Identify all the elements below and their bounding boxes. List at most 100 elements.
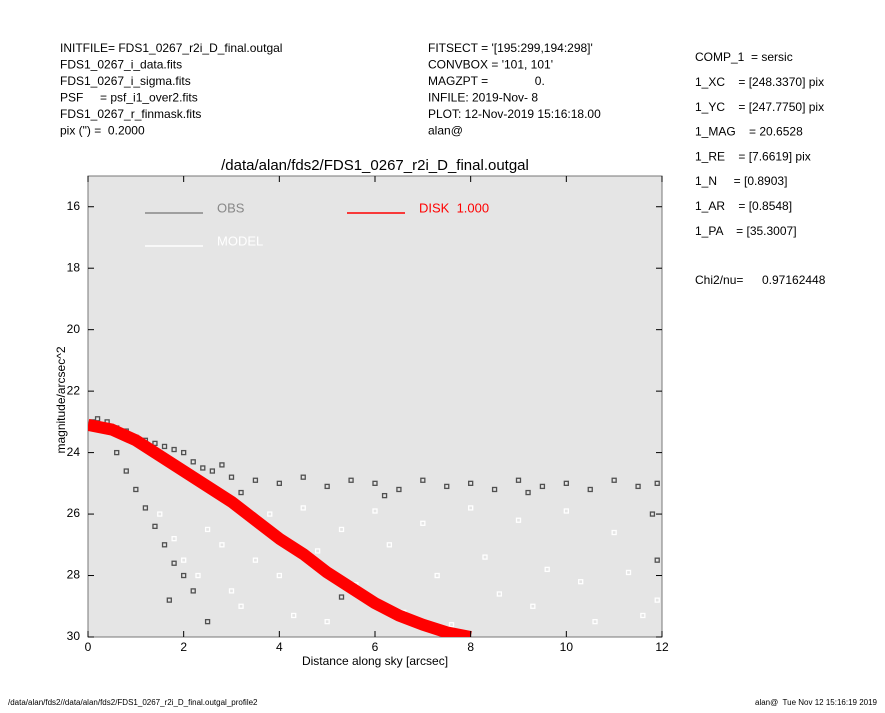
x-axis-label: Distance along sky [arcsec] bbox=[302, 654, 448, 668]
y-tick-label: 16 bbox=[67, 199, 81, 213]
plot-marks bbox=[88, 416, 660, 637]
data-point bbox=[444, 483, 450, 490]
y-tick-label: 24 bbox=[67, 445, 81, 459]
y-tick-label: 18 bbox=[67, 260, 81, 274]
fit-parameter: 1_YC = [247.7750] pix bbox=[695, 100, 824, 114]
data-point bbox=[515, 477, 522, 483]
chi2-label: Chi2/nu= bbox=[695, 273, 743, 287]
data-point bbox=[338, 526, 345, 533]
x-tick-label: 2 bbox=[180, 640, 187, 654]
data-point bbox=[161, 542, 168, 548]
chart-title: /data/alan/fds2/FDS1_0267_r2i_D_final.ou… bbox=[221, 157, 529, 174]
fit-parameter: 1_XC = [248.3370] pix bbox=[695, 75, 824, 89]
data-point bbox=[252, 557, 259, 563]
data-point bbox=[291, 612, 297, 619]
data-point bbox=[448, 622, 455, 628]
fit-parameter: 1_RE = [7.6619] pix bbox=[695, 149, 811, 163]
header-left-line: PSF = psf_i1_over2.fits bbox=[60, 91, 198, 105]
fit-parameter: 1_N = [0.8903] bbox=[695, 174, 787, 188]
data-point bbox=[181, 449, 187, 456]
fit-parameter: 1_MAG = 20.6528 bbox=[695, 125, 803, 139]
data-point bbox=[654, 597, 660, 603]
data-point bbox=[563, 480, 569, 486]
data-point bbox=[420, 520, 426, 526]
data-point bbox=[625, 569, 632, 576]
legend-label: MODEL bbox=[217, 233, 263, 248]
data-point bbox=[114, 449, 120, 456]
data-point bbox=[195, 572, 201, 579]
data-point bbox=[539, 483, 546, 490]
data-point bbox=[348, 477, 354, 483]
x-tick-label: 4 bbox=[276, 640, 283, 654]
y-tick-label: 20 bbox=[67, 322, 81, 336]
x-tick-label: 12 bbox=[655, 640, 669, 654]
data-point bbox=[204, 526, 211, 533]
data-point bbox=[190, 588, 196, 594]
data-point bbox=[654, 557, 660, 563]
data-point bbox=[381, 492, 388, 499]
data-point bbox=[228, 474, 235, 480]
data-point bbox=[157, 511, 163, 517]
data-point bbox=[123, 468, 129, 474]
x-tick-label: 10 bbox=[560, 640, 574, 654]
data-point bbox=[611, 477, 617, 483]
data-point bbox=[166, 597, 172, 603]
y-tick-label: 22 bbox=[67, 383, 81, 397]
data-point bbox=[228, 588, 235, 594]
chi2-value: 0.97162448 bbox=[762, 273, 826, 287]
header-middle-line: CONVBOX = '101, 101' bbox=[428, 58, 553, 72]
data-point bbox=[300, 505, 306, 511]
data-point bbox=[491, 486, 498, 493]
data-point bbox=[386, 542, 393, 548]
plot-area bbox=[87, 175, 663, 638]
data-point bbox=[238, 489, 244, 496]
data-point bbox=[209, 468, 216, 474]
header-middle-line: PLOT: 12-Nov-2019 15:16:18.00 bbox=[428, 107, 601, 121]
data-point bbox=[142, 505, 149, 511]
x-tick-label: 8 bbox=[467, 640, 474, 654]
legend-label: DISK 1.000 bbox=[419, 200, 489, 215]
model-band bbox=[88, 419, 472, 637]
data-point bbox=[276, 572, 282, 579]
data-point bbox=[587, 486, 593, 493]
y-tick-label: 26 bbox=[67, 506, 81, 520]
footer-right: alan@ Tue Nov 12 15:16:19 2019 bbox=[755, 698, 878, 707]
data-point bbox=[171, 560, 177, 566]
data-point bbox=[396, 486, 402, 493]
data-point bbox=[219, 462, 225, 468]
data-point bbox=[324, 618, 330, 625]
fit-parameter: 1_PA = [35.3007] bbox=[695, 224, 797, 238]
y-axis-label: magnitude/arcsec^2 bbox=[54, 346, 68, 453]
data-point bbox=[252, 477, 259, 483]
data-point bbox=[238, 603, 244, 609]
data-point bbox=[611, 529, 617, 536]
data-point bbox=[219, 542, 225, 548]
footer-left: /data/alan/fds2//data/alan/fds2/FDS1_026… bbox=[8, 698, 258, 707]
data-point bbox=[544, 566, 550, 573]
data-point bbox=[267, 511, 273, 517]
data-point bbox=[578, 579, 584, 585]
data-point bbox=[525, 489, 531, 496]
data-point bbox=[200, 465, 206, 471]
y-tick-label: 30 bbox=[67, 629, 81, 643]
x-tick-label: 6 bbox=[372, 640, 379, 654]
data-point bbox=[338, 594, 345, 600]
data-point bbox=[530, 603, 536, 609]
data-point bbox=[649, 511, 656, 517]
data-point bbox=[563, 508, 569, 514]
y-tick-label: 28 bbox=[67, 568, 81, 582]
header-left-line: pix (") = 0.2000 bbox=[60, 124, 145, 138]
data-point bbox=[324, 483, 330, 490]
header-middle-line: INFILE: 2019-Nov- 8 bbox=[428, 91, 538, 105]
data-point bbox=[204, 618, 211, 625]
fit-parameter: 1_AR = [0.8548] bbox=[695, 199, 792, 213]
data-point bbox=[420, 477, 426, 483]
fit-parameter: COMP_1 = sersic bbox=[695, 50, 793, 64]
header-left-line: FDS1_0267_i_data.fits bbox=[60, 58, 182, 72]
data-point bbox=[496, 591, 503, 597]
header-middle-line: FITSECT = '[195:299,194:298]' bbox=[428, 41, 593, 55]
data-point bbox=[152, 523, 158, 530]
data-point bbox=[640, 612, 646, 619]
header-left-line: FDS1_0267_i_sigma.fits bbox=[60, 74, 191, 88]
